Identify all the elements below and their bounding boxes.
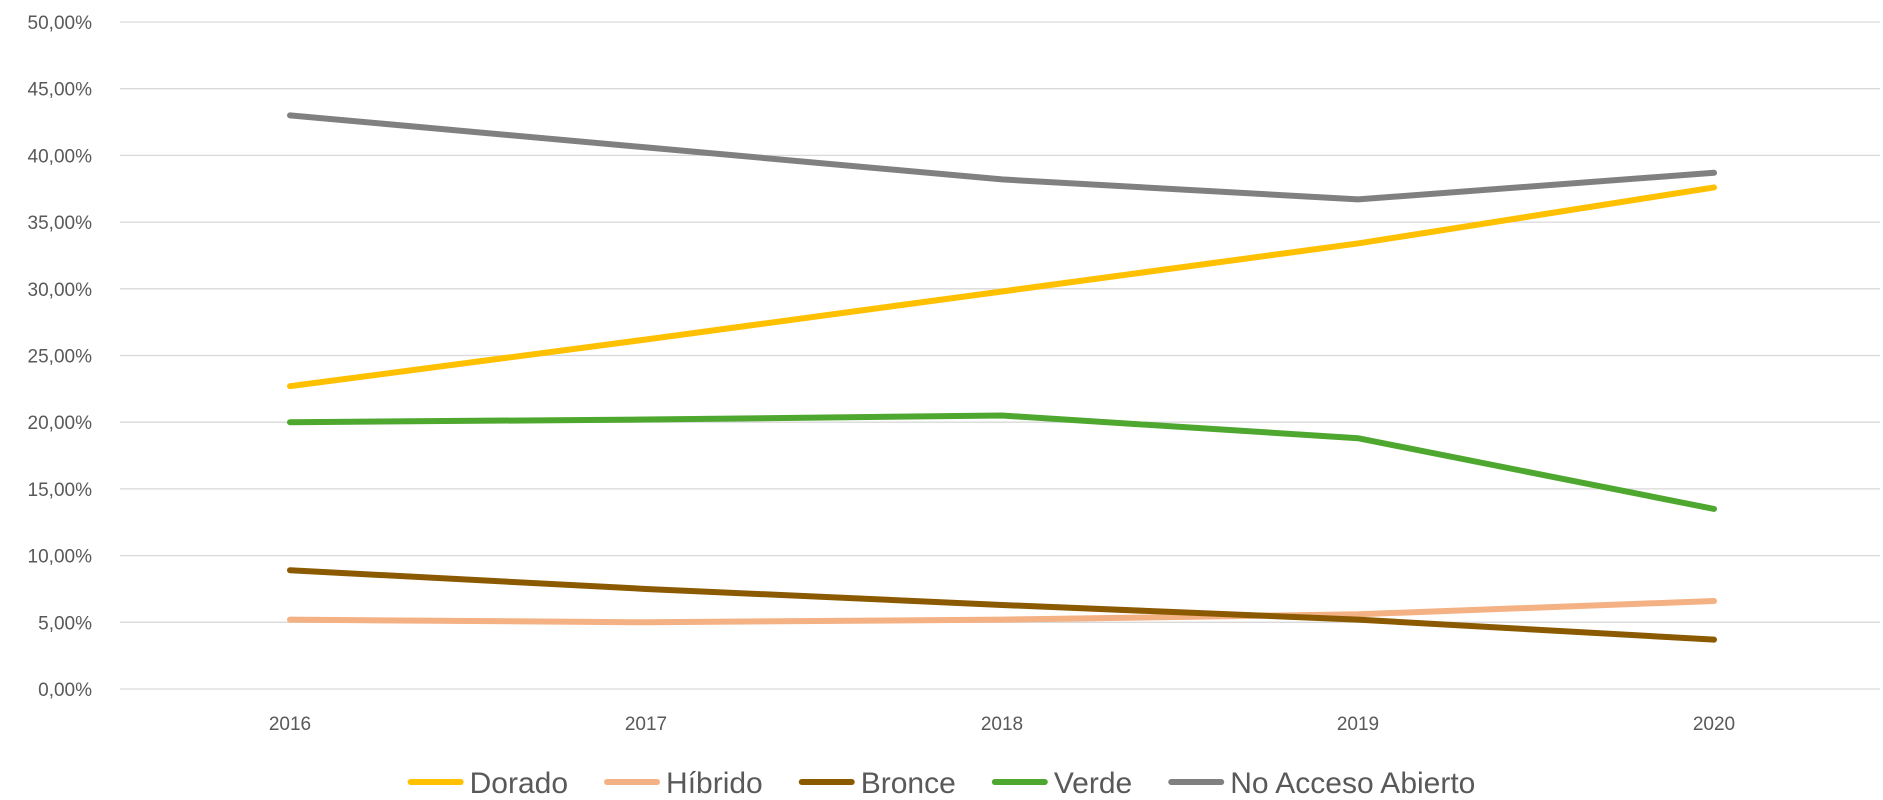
series-line-hibrido bbox=[287, 597, 1717, 626]
y-tick-label: 50,00% bbox=[28, 13, 93, 34]
series-line-dorado bbox=[287, 184, 1717, 390]
x-tick-label: 2017 bbox=[625, 714, 667, 735]
legend-label: No Acceso Abierto bbox=[1230, 767, 1475, 800]
y-tick-label: 20,00% bbox=[28, 413, 93, 434]
x-tick-label: 2019 bbox=[1337, 714, 1379, 735]
y-tick-label: 45,00% bbox=[28, 80, 93, 101]
y-axis-tick-labels: 0,00% 5,00% 10,00% 15,00% 20,00% 25,00% 30,00%… bbox=[28, 13, 93, 701]
x-tick-label: 2016 bbox=[269, 714, 311, 735]
y-tick-label: 40,00% bbox=[28, 146, 93, 167]
legend-label: Verde bbox=[1054, 767, 1132, 800]
legend-label: Dorado bbox=[470, 767, 568, 800]
legend-item: Dorado bbox=[407, 767, 568, 800]
legend-label: Bronce bbox=[861, 767, 956, 800]
legend-item: Verde bbox=[991, 767, 1132, 800]
series-line-verde bbox=[287, 412, 1717, 512]
series-line-no-acceso-abierto bbox=[287, 112, 1717, 203]
x-tick-label: 2018 bbox=[981, 714, 1023, 735]
y-tick-label: 30,00% bbox=[28, 280, 93, 301]
y-tick-label: 35,00% bbox=[28, 213, 93, 234]
y-tick-label: 15,00% bbox=[28, 480, 93, 501]
legend-label: Híbrido bbox=[666, 767, 763, 800]
legend-item: No Acceso Abierto bbox=[1168, 767, 1475, 800]
legend: Dorado Híbrido Bronce Verde No Acceso Abiert… bbox=[407, 767, 1475, 800]
legend-item: Bronce bbox=[798, 767, 956, 800]
y-tick-label: 10,00% bbox=[28, 547, 93, 568]
x-tick-label: 2020 bbox=[1693, 714, 1735, 735]
series-lines bbox=[287, 112, 1717, 643]
y-tick-label: 0,00% bbox=[38, 680, 92, 701]
x-axis-tick-labels: 2016 2017 2018 2019 2020 bbox=[269, 714, 1735, 735]
y-tick-label: 25,00% bbox=[28, 347, 93, 368]
legend-item: Híbrido bbox=[604, 767, 763, 800]
series-line-bronce bbox=[287, 567, 1717, 643]
y-tick-label: 5,00% bbox=[38, 613, 92, 634]
